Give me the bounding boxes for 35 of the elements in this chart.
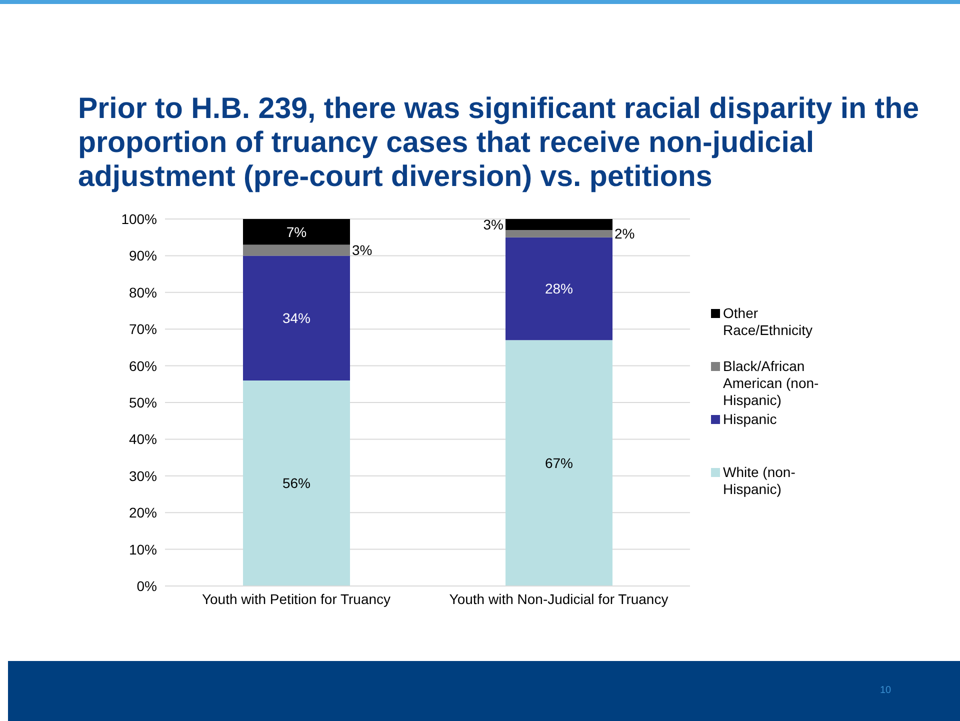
data-label: 28% xyxy=(544,280,574,297)
x-tick-label: Youth with Non-Judicial for Truancy xyxy=(449,590,668,607)
x-tick-label: Youth with Petition for Truancy xyxy=(202,590,391,607)
bar xyxy=(243,380,350,586)
legend-label: White (non-Hispanic) xyxy=(723,464,796,498)
legend-label: Other Race/Ethnicity xyxy=(723,305,814,339)
y-tick-label: 70% xyxy=(128,321,157,338)
legend-label: Hispanic xyxy=(723,411,777,428)
y-tick-label: 0% xyxy=(136,578,157,594)
y-tick-label: 30% xyxy=(128,468,157,484)
data-label: 67% xyxy=(544,455,574,472)
data-label: 34% xyxy=(282,310,311,326)
bar xyxy=(506,219,612,230)
y-tick-label: 40% xyxy=(128,431,157,448)
chart-title: Prior to H.B. 239, there was significant racial disparity in the proportion of truancy cases that receive non-judicial adjustment (pre-court diversion) vs. petitions xyxy=(78,92,920,194)
y-tick-label: 80% xyxy=(128,284,157,300)
data-label: 3% xyxy=(352,242,372,258)
bar xyxy=(243,244,350,256)
bar xyxy=(243,256,350,380)
text: 10 xyxy=(880,685,892,696)
y-tick-label: 100% xyxy=(121,210,157,227)
y-tick-label: 20% xyxy=(128,504,157,521)
bar xyxy=(243,219,350,245)
data-label: 3% xyxy=(483,216,504,233)
y-tick-label: 10% xyxy=(128,541,157,558)
bar xyxy=(506,230,612,238)
data-label: 7% xyxy=(286,224,307,240)
y-tick-label: 60% xyxy=(128,358,157,374)
y-tick-label: 90% xyxy=(128,248,157,264)
data-label: 2% xyxy=(614,226,635,242)
bar xyxy=(506,340,612,586)
data-label: 56% xyxy=(282,475,311,492)
y-tick-label: 50% xyxy=(128,394,157,410)
bar xyxy=(506,237,612,340)
legend-label: Black/African American (non-Hispanic) xyxy=(723,358,820,409)
